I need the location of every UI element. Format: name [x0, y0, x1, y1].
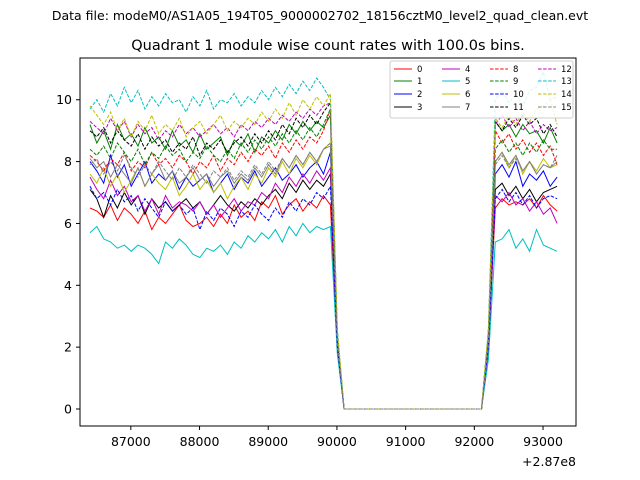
x-tick-label: 91000 — [386, 434, 426, 449]
legend-label-7: 7 — [465, 103, 470, 113]
y-tick-label: 6 — [64, 216, 72, 231]
x-tick-label: 88000 — [180, 434, 220, 449]
legend-label-3: 3 — [417, 103, 422, 113]
axes-frame — [79, 57, 577, 427]
legend-label-11: 11 — [513, 103, 524, 113]
y-tick-label: 2 — [64, 340, 72, 355]
legend-label-13: 13 — [561, 77, 572, 87]
legend-label-1: 1 — [417, 77, 422, 87]
y-tick-label: 8 — [64, 154, 72, 169]
series-line-15 — [89, 141, 558, 410]
y-tick-label: 0 — [64, 401, 72, 416]
series-line-8 — [89, 108, 558, 410]
y-axis: 0 2 4 6 8 10 — [56, 92, 80, 416]
x-tick-label: 87000 — [111, 434, 151, 449]
figure-suptitle: Data file: modeM0/AS1A05_194T05_90000027… — [52, 8, 588, 23]
legend-label-8: 8 — [513, 65, 518, 75]
legend-box — [389, 60, 574, 119]
legend-label-15: 15 — [561, 103, 572, 113]
legend-label-10: 10 — [513, 90, 524, 100]
plot-lines — [89, 70, 558, 410]
legend-label-6: 6 — [465, 90, 470, 100]
x-tick-label: 89000 — [248, 434, 288, 449]
x-tick-label: 92000 — [454, 434, 494, 449]
x-tick-label: 90000 — [317, 434, 357, 449]
x-axis: 87000 88000 89000 90000 91000 92000 93000 — [111, 426, 563, 449]
chart-title: Quadrant 1 module wise count rates with … — [131, 38, 525, 54]
legend-label-14: 14 — [561, 90, 572, 100]
legend-label-4: 4 — [465, 65, 470, 75]
legend-label-12: 12 — [561, 65, 572, 75]
legend-label-5: 5 — [465, 77, 470, 87]
legend-label-0: 0 — [417, 65, 422, 75]
legend-label-2: 2 — [417, 90, 422, 100]
x-offset-label: +2.87e8 — [522, 454, 576, 469]
y-tick-label: 4 — [64, 278, 72, 293]
y-tick-label: 10 — [56, 92, 72, 107]
x-tick-label: 93000 — [523, 434, 563, 449]
legend-label-9: 9 — [513, 77, 518, 87]
